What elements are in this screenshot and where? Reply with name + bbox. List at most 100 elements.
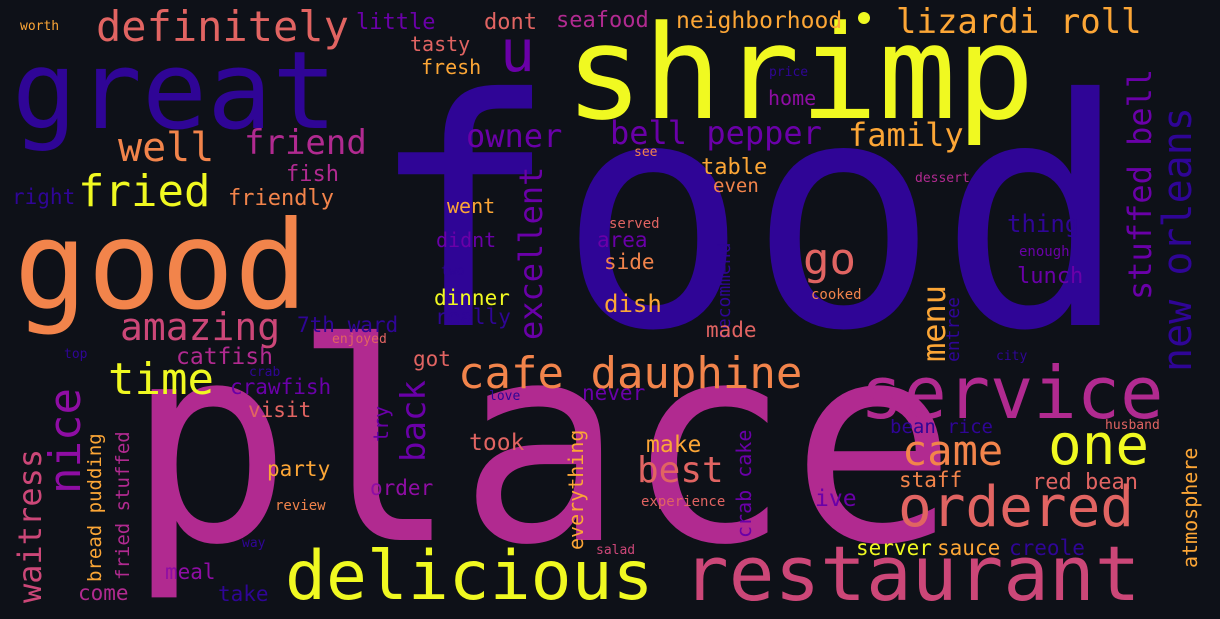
- word-thing: thing: [1007, 210, 1080, 238]
- word-two: two: [441, 264, 465, 279]
- word-everything: everything: [564, 429, 588, 550]
- word-top: top: [64, 347, 88, 362]
- word-cooked: cooked: [811, 287, 862, 303]
- word-really: really: [435, 305, 511, 329]
- word-area: area: [597, 228, 648, 252]
- word-red-bean: red bean: [1032, 470, 1138, 495]
- word-make: make: [646, 432, 702, 458]
- word-salad: salad: [596, 543, 636, 558]
- word-bell-pepper: bell pepper: [610, 114, 822, 152]
- word-go: go: [803, 234, 856, 285]
- word-new-orleans: new orleans: [1155, 107, 1201, 372]
- word-crab: crab: [249, 365, 281, 380]
- word-ive: ive: [815, 486, 857, 512]
- word-atmosphere: atmosphere: [1178, 447, 1202, 568]
- word-amazing: amazing: [120, 305, 281, 349]
- word-dinner: dinner: [434, 286, 510, 310]
- word-fried: fried: [78, 166, 211, 217]
- word-review: review: [275, 498, 326, 514]
- word-table: table: [701, 155, 768, 180]
- word-husband: husband: [1105, 418, 1160, 433]
- word-delicious: delicious: [285, 537, 654, 616]
- word-waitress: waitress: [11, 448, 49, 603]
- word-shrimp: shrimp: [565, 0, 1035, 149]
- word-worth: worth: [20, 19, 60, 34]
- word-tasty: tasty: [410, 32, 471, 56]
- word-back: back: [394, 380, 434, 462]
- word-little: little: [356, 10, 436, 35]
- word-seafood: seafood: [556, 8, 649, 33]
- word-bean-rice: bean rice: [890, 416, 993, 438]
- word-server: server: [856, 536, 932, 560]
- word-served: served: [609, 216, 660, 232]
- word-good: good: [14, 195, 308, 337]
- word-side: side: [604, 250, 655, 274]
- word-party: party: [267, 457, 331, 481]
- word-enough: enough: [1019, 244, 1070, 260]
- word-excellent: excellent: [512, 166, 550, 340]
- word-lizardi-roll: lizardi roll: [896, 2, 1142, 42]
- word-city: city: [996, 349, 1028, 364]
- word-well: well: [118, 125, 215, 171]
- word-didnt: didnt: [436, 228, 497, 252]
- word-restaurant: restaurant: [683, 529, 1141, 618]
- word-got: got: [413, 347, 451, 371]
- word-took: took: [469, 430, 525, 456]
- word-right: right: [12, 185, 76, 209]
- word-fish: fish: [286, 162, 339, 187]
- word-neighborhood: neighborhood: [676, 8, 843, 34]
- word-dont: dont: [484, 10, 537, 35]
- word-7th-ward: 7th ward: [297, 313, 399, 337]
- word-home: home: [768, 86, 817, 110]
- word-try: try: [369, 405, 393, 442]
- word-made: made: [706, 318, 757, 342]
- word-friend: friend: [244, 123, 367, 163]
- word-service: service: [860, 351, 1164, 435]
- word-bread-pudding: bread pudding: [84, 433, 106, 582]
- word-great: great: [12, 29, 338, 154]
- word-meal: meal: [165, 560, 216, 584]
- word-sauce: sauce: [937, 536, 1001, 560]
- word-love: love: [489, 389, 521, 404]
- word-experience: experience: [641, 494, 726, 510]
- word-ordered: ordered: [898, 475, 1135, 540]
- word-dish: dish: [604, 290, 662, 318]
- word-dessert: dessert: [915, 171, 970, 186]
- word-never: never: [582, 381, 646, 405]
- word-entree: entree: [943, 296, 964, 362]
- word-food: food: [368, 32, 1129, 400]
- word-staff: staff: [899, 468, 963, 492]
- word-definitely: definitely: [96, 2, 349, 51]
- dot-mark: [858, 12, 870, 24]
- word-even: even: [713, 175, 759, 197]
- word-time: time: [108, 354, 214, 405]
- word-friendly: friendly: [228, 186, 334, 211]
- word-fresh: fresh: [421, 55, 482, 79]
- word-visit: visit: [248, 398, 312, 422]
- word-see: see: [634, 145, 658, 160]
- word-catfish: catfish: [176, 344, 273, 370]
- word-place: place: [126, 285, 957, 606]
- word-take: take: [218, 582, 269, 606]
- word-crawfish: crawfish: [230, 375, 332, 399]
- word-owner: owner: [466, 117, 563, 155]
- word-cafe-dauphine: cafe dauphine: [458, 348, 803, 399]
- word-u: u: [500, 17, 535, 85]
- word-price: price: [769, 65, 809, 80]
- word-order: order: [370, 476, 434, 500]
- word-stuffed-bell: stuffed bell: [1121, 68, 1159, 300]
- word-come: come: [78, 581, 129, 605]
- word-crab-cake: crab cake: [732, 429, 756, 538]
- word-way: way: [242, 536, 266, 551]
- word-fried-stuffed: fried stuffed: [112, 431, 134, 580]
- word-lunch: lunch: [1017, 264, 1084, 289]
- word-best: best: [637, 450, 724, 491]
- word-creole: creole: [1009, 536, 1085, 560]
- word-one: one: [1048, 413, 1150, 478]
- word-came: came: [902, 426, 1004, 475]
- word-enjoyed: enjoyed: [332, 332, 387, 347]
- word-went: went: [447, 194, 496, 218]
- word-family: family: [848, 116, 964, 154]
- word-nice: nice: [40, 388, 91, 494]
